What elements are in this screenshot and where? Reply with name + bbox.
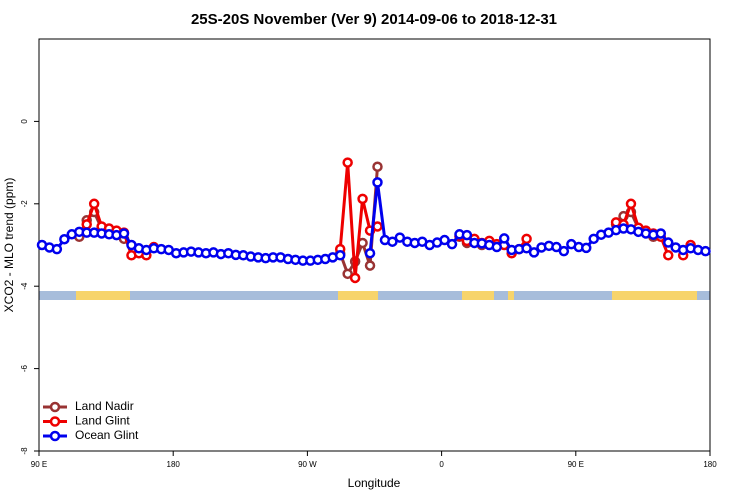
land-ocean-strip [39,291,710,300]
land-patch [338,291,378,300]
legend-marker [49,416,61,427]
data-point [349,272,361,284]
y-tick-label: -2 [20,200,29,208]
data-point [357,193,368,205]
data-point [51,243,63,255]
x-tick-label: 180 [167,460,181,469]
data-point [580,242,592,254]
y-tick-label: 0 [20,119,29,124]
data-point [372,161,383,172]
data-point [551,241,562,253]
land-patch [612,291,697,300]
data-point [655,228,667,239]
data-point [81,219,92,230]
legend-marker [49,401,61,413]
data-point [387,236,398,247]
data-point [372,221,383,232]
data-point [59,233,70,245]
chart-title: 25S-20S November (Ver 9) 2014-09-06 to 2… [191,11,557,28]
y-tick-label: -8 [20,447,29,455]
y-tick-label: -6 [20,364,29,372]
x-tick-label: 90 W [298,460,317,469]
land-patch [508,291,514,300]
data-point [439,234,450,246]
data-point [88,198,100,210]
legend-label: Land Glint [75,414,130,428]
x-tick-label: 180 [703,460,717,469]
data-point [491,241,503,253]
data-point [700,245,711,257]
data-point [528,247,540,258]
x-tick-label: 90 E [31,460,47,469]
data-point [558,245,570,257]
data-point [662,237,674,248]
legend-marker [49,430,61,442]
data-point [588,233,599,245]
land-patch [462,291,494,300]
data-point [372,177,383,188]
legend-label: Land Nadir [75,399,134,413]
data-point [118,228,130,239]
data-point [334,250,346,261]
data-point [662,250,674,261]
data-point [461,229,473,241]
x-tick-label: 90 E [568,460,584,469]
data-point [364,247,376,259]
y-tick-label: -4 [20,282,29,290]
x-axis-label: Longitude [348,476,401,490]
land-patch [76,291,130,300]
data-point [521,243,532,254]
data-point [446,238,458,250]
x-tick-label: 0 [439,460,444,469]
y-axis-label: XCO2 - MLO trend (ppm) [2,178,16,313]
data-point [521,233,532,245]
data-point [342,268,353,280]
data-point [625,198,637,210]
data-point [364,260,376,271]
legend-label: Ocean Glint [75,428,139,442]
data-point [394,232,406,243]
data-point [498,233,510,244]
data-point [342,157,353,168]
